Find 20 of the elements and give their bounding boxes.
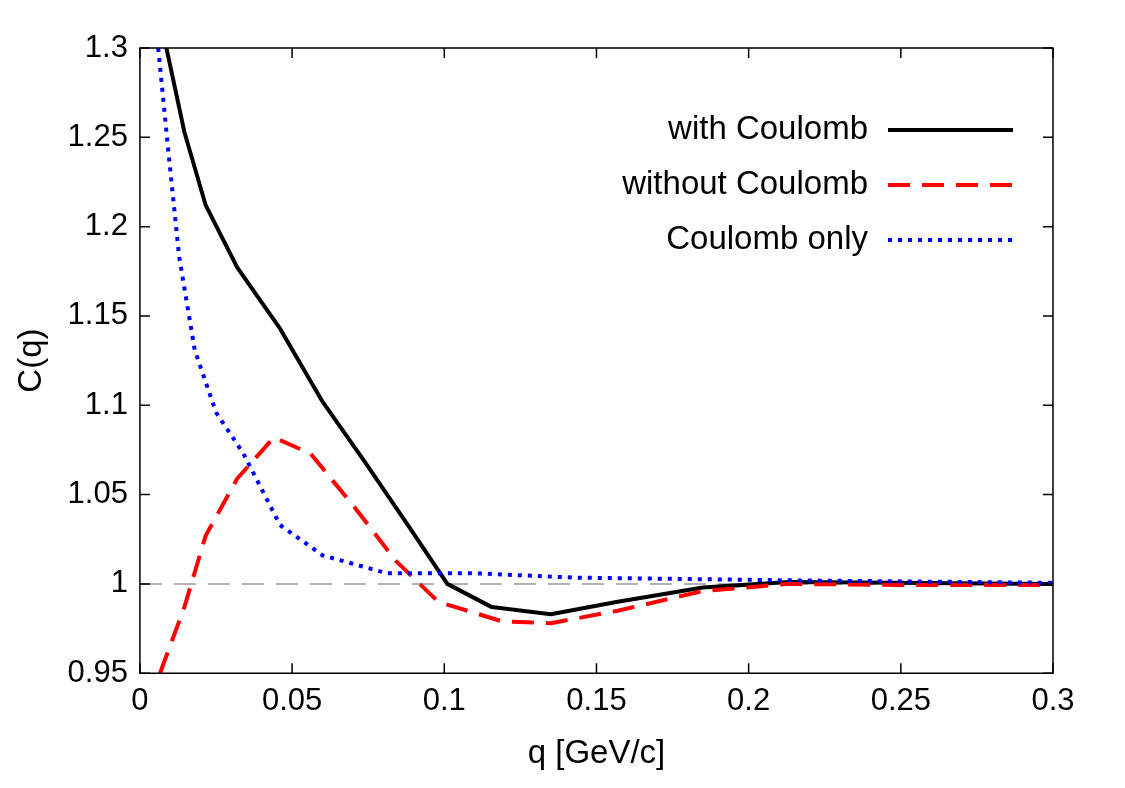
y-axis-title: C(q): [10, 328, 48, 393]
x-tick-label: 0.2: [727, 682, 771, 718]
y-tick-label: 1.3: [84, 28, 128, 64]
x-tick-label: 0.05: [261, 682, 323, 718]
x-axis-title: q [GeV/c]: [527, 733, 666, 771]
y-tick-label: 1: [110, 564, 128, 600]
y-tick-label: 1.25: [67, 117, 128, 153]
y-tick-label: 1.15: [67, 296, 128, 332]
y-tick-label: 1.1: [84, 385, 128, 421]
x-tick-label: 0.1: [422, 682, 466, 718]
y-tick-label: 0.95: [67, 653, 128, 689]
x-tick-label: 0.25: [870, 682, 931, 718]
x-tick-label: 0.15: [566, 682, 627, 718]
x-tick-label: 0.3: [1031, 682, 1075, 718]
legend-label: Coulomb only: [666, 219, 869, 257]
legend-label: with Coulomb: [667, 109, 868, 147]
y-tick-label: 1.05: [67, 475, 128, 511]
legend-label: without Coulomb: [621, 164, 868, 202]
y-tick-label: 1.2: [84, 207, 128, 243]
x-tick-label: 0: [131, 682, 149, 718]
